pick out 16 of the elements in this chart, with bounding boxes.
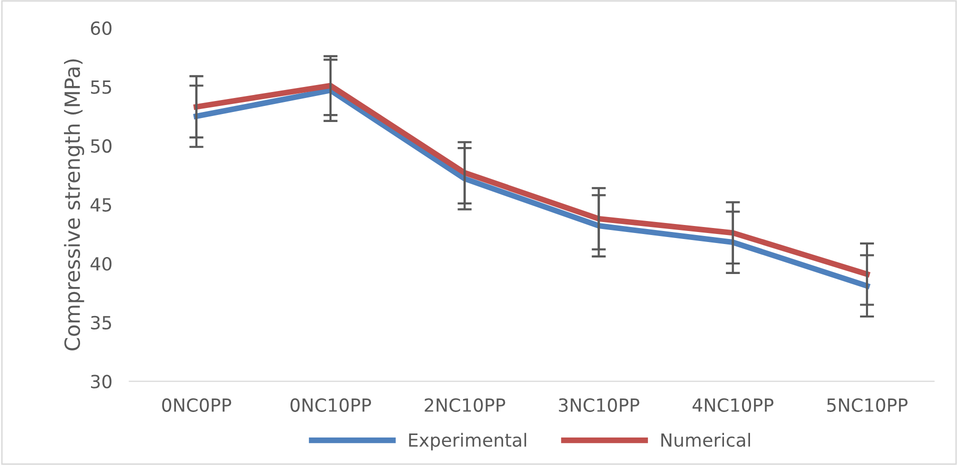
y-axis-title: Compressive strength (MPa) [64, 59, 84, 350]
legend-label: Experimental [409, 432, 526, 450]
y-tick-label: 50 [91, 139, 112, 153]
x-tick-label: 0NC10PP [290, 398, 372, 412]
y-tick-label: 40 [90, 256, 112, 271]
y-tick-label: 35 [91, 316, 112, 330]
y-tick-label: 60 [90, 21, 112, 36]
y-tick-label: 30 [91, 374, 112, 388]
legend-label: Numerical [661, 432, 750, 447]
y-tick-label: 55 [91, 80, 112, 94]
x-tick-label: 5NC10PP [827, 398, 908, 412]
y-tick-label: 45 [90, 198, 112, 212]
x-tick-label: 4NC10PP [692, 398, 774, 412]
x-tick-label: 0NC0PP [162, 398, 232, 412]
x-tick-label: 3NC10PP [558, 398, 640, 412]
x-tick-label: 2NC10PP [424, 398, 506, 412]
